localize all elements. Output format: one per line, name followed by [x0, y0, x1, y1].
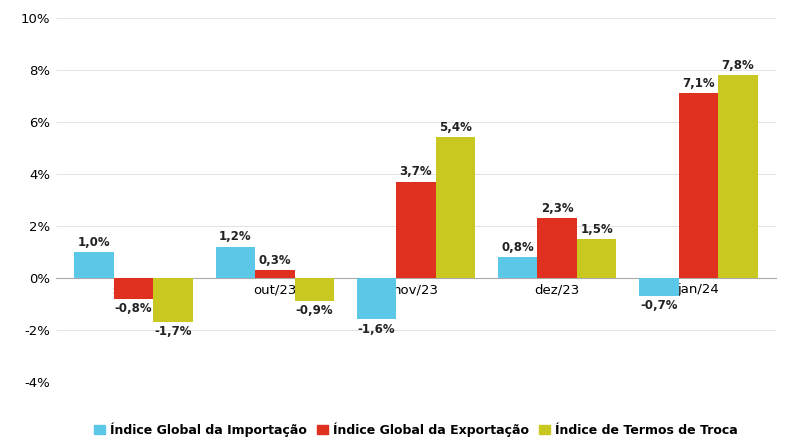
Bar	[639, 278, 678, 296]
Bar	[114, 278, 154, 299]
Text: -1,7%: -1,7%	[154, 325, 192, 338]
Text: 7,8%: 7,8%	[722, 59, 754, 72]
Text: 3,7%: 3,7%	[400, 166, 432, 178]
Text: 1,0%: 1,0%	[78, 236, 110, 249]
Text: -1,6%: -1,6%	[358, 322, 395, 336]
Bar	[498, 257, 538, 278]
Text: -0,7%: -0,7%	[640, 299, 678, 312]
Bar	[255, 270, 294, 278]
Bar	[396, 182, 436, 278]
Bar	[74, 252, 114, 278]
Text: 1,5%: 1,5%	[580, 223, 613, 236]
Bar	[678, 93, 718, 278]
Text: 2,3%: 2,3%	[541, 202, 574, 215]
Legend: Índice Global da Importação, Índice Global da Exportação, Índice de Termos de Tr: Índice Global da Importação, Índice Glob…	[89, 417, 743, 442]
Bar	[357, 278, 396, 319]
Text: -0,8%: -0,8%	[115, 302, 153, 315]
Bar	[294, 278, 334, 301]
Text: 0,3%: 0,3%	[258, 254, 291, 267]
Bar	[577, 239, 617, 278]
Bar	[154, 278, 193, 322]
Text: -0,9%: -0,9%	[295, 304, 333, 317]
Text: 0,8%: 0,8%	[502, 241, 534, 254]
Bar	[215, 246, 255, 278]
Text: 5,4%: 5,4%	[439, 121, 472, 134]
Bar	[436, 137, 475, 278]
Bar	[538, 218, 577, 278]
Text: 7,1%: 7,1%	[682, 77, 714, 90]
Text: 1,2%: 1,2%	[219, 230, 252, 243]
Bar	[718, 75, 758, 278]
